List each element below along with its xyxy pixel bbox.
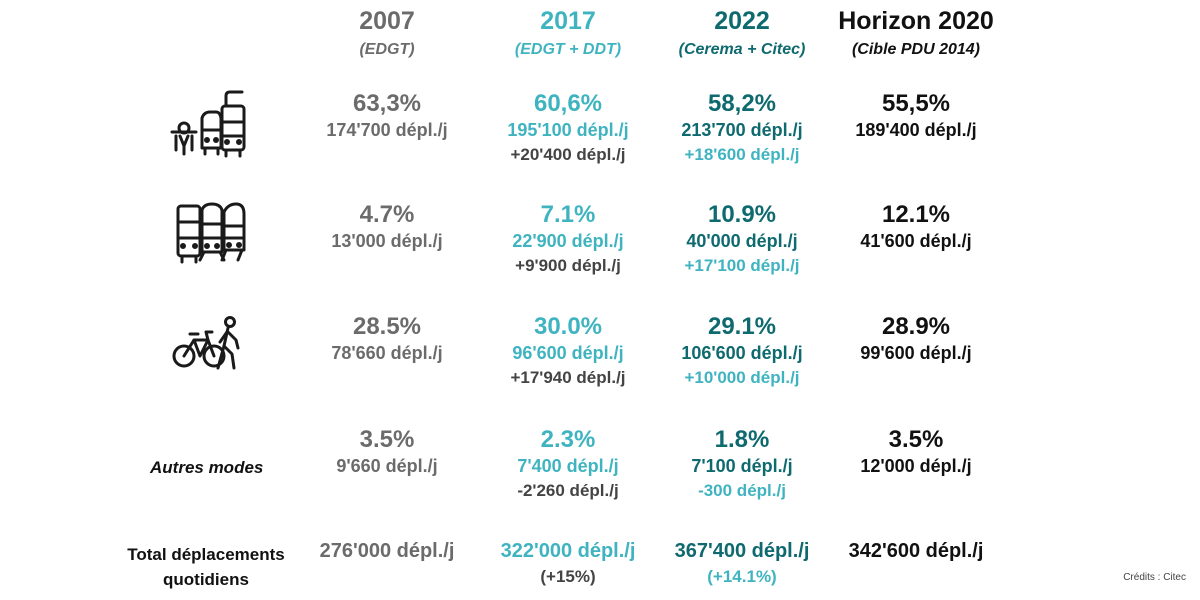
credit-text: Crédits : Citec bbox=[1123, 572, 1186, 583]
total-label-line1: Total déplacements bbox=[127, 545, 285, 564]
cell-row4-horizon-2020: 3.5% 12'000 dépl./j bbox=[836, 426, 996, 478]
trips-delta: +17'100 dépl./j bbox=[684, 256, 800, 275]
header-year-2007: 2007 bbox=[359, 7, 415, 35]
daily-trips: 22'900 dépl./j bbox=[512, 231, 624, 251]
cell-row2-2017: 7.1% 22'900 dépl./j +9'900 dépl./j bbox=[488, 201, 648, 279]
share-percent: 12.1% bbox=[881, 201, 951, 228]
cell-row4-2017: 2.3% 7'400 dépl./j -2'260 dépl./j bbox=[488, 426, 648, 504]
total-label: Total déplacements quotidiens bbox=[100, 542, 312, 592]
public-transport-icon bbox=[172, 200, 248, 266]
trips-delta: +18'600 dépl./j bbox=[684, 145, 800, 164]
header-year-2022: 2022 bbox=[714, 7, 770, 35]
cell-row1-2017: 60,6% 195'100 dépl./j +20'400 dépl./j bbox=[488, 90, 648, 168]
daily-trips: 99'600 dépl./j bbox=[860, 343, 972, 363]
cell-row2-2022: 10.9% 40'000 dépl./j +17'100 dépl./j bbox=[662, 201, 822, 279]
header-source-2017: (EDGT + DDT) bbox=[514, 41, 622, 58]
header-source-2022: (Cerema + Citec) bbox=[678, 41, 806, 58]
share-percent: 58,2% bbox=[707, 90, 777, 117]
daily-trips: 195'100 dépl./j bbox=[507, 120, 629, 140]
daily-trips: 189'400 dépl./j bbox=[855, 120, 977, 140]
cell-row4-2022: 1.8% 7'100 dépl./j -300 dépl./j bbox=[662, 426, 822, 504]
cell-row2-2007: 4.7% 13'000 dépl./j bbox=[312, 201, 462, 253]
cell-row1-2022: 58,2% 213'700 dépl./j +18'600 dépl./j bbox=[662, 90, 822, 168]
total-delta: (+15%) bbox=[540, 567, 596, 586]
daily-trips: 40'000 dépl./j bbox=[686, 231, 798, 251]
share-percent: 30.0% bbox=[533, 313, 603, 340]
trips-delta: +9'900 dépl./j bbox=[515, 256, 621, 275]
total-2017: 322'000 dépl./j (+15%) bbox=[488, 538, 648, 590]
total-trips: 342'600 dépl./j bbox=[848, 540, 984, 562]
header-year-2017: 2017 bbox=[540, 7, 596, 35]
share-percent: 4.7% bbox=[359, 201, 415, 228]
daily-trips: 7'100 dépl./j bbox=[691, 456, 793, 476]
daily-trips: 13'000 dépl./j bbox=[331, 231, 443, 251]
share-percent: 28.9% bbox=[881, 313, 951, 340]
cell-row3-horizon-2020: 28.9% 99'600 dépl./j bbox=[836, 313, 996, 365]
share-percent: 7.1% bbox=[540, 201, 596, 228]
total-2007: 276'000 dépl./j bbox=[312, 538, 462, 564]
trips-delta: -300 dépl./j bbox=[698, 481, 786, 500]
daily-trips: 174'700 dépl./j bbox=[326, 120, 448, 140]
daily-trips: 213'700 dépl./j bbox=[681, 120, 803, 140]
share-percent: 2.3% bbox=[540, 426, 596, 453]
trips-delta: -2'260 dépl./j bbox=[517, 481, 619, 500]
daily-trips: 78'660 dépl./j bbox=[331, 343, 443, 363]
total-label-line2: quotidiens bbox=[163, 570, 249, 589]
total-trips: 322'000 dépl./j bbox=[500, 540, 636, 562]
daily-trips: 12'000 dépl./j bbox=[860, 456, 972, 476]
daily-trips: 41'600 dépl./j bbox=[860, 231, 972, 251]
cell-row4-2007: 3.5% 9'660 dépl./j bbox=[312, 426, 462, 478]
row-label-other-modes: Autres modes bbox=[150, 458, 264, 477]
share-percent: 3.5% bbox=[888, 426, 944, 453]
header-source-2007: (EDGT) bbox=[359, 41, 415, 58]
share-percent: 28.5% bbox=[352, 313, 422, 340]
share-percent: 60,6% bbox=[533, 90, 603, 117]
share-percent: 10.9% bbox=[707, 201, 777, 228]
cell-row2-horizon-2020: 12.1% 41'600 dépl./j bbox=[836, 201, 996, 253]
daily-trips: 9'660 dépl./j bbox=[336, 456, 438, 476]
share-percent: 29.1% bbox=[707, 313, 777, 340]
total-trips: 276'000 dépl./j bbox=[319, 540, 455, 562]
daily-trips: 106'600 dépl./j bbox=[681, 343, 803, 363]
total-horizon-2020: 342'600 dépl./j bbox=[836, 538, 996, 564]
share-percent: 55,5% bbox=[881, 90, 951, 117]
total-trips: 367'400 dépl./j bbox=[674, 540, 810, 562]
daily-trips: 96'600 dépl./j bbox=[512, 343, 624, 363]
cell-row3-2007: 28.5% 78'660 dépl./j bbox=[312, 313, 462, 365]
header-source-horizon-2020: (Cible PDU 2014) bbox=[851, 41, 981, 58]
car-motorbike-bus-icon bbox=[166, 88, 248, 160]
share-percent: 3.5% bbox=[359, 426, 415, 453]
cell-row3-2017: 30.0% 96'600 dépl./j +17'940 dépl./j bbox=[488, 313, 648, 391]
share-percent: 63,3% bbox=[352, 90, 422, 117]
trips-delta: +20'400 dépl./j bbox=[510, 145, 626, 164]
header-year-horizon-2020: Horizon 2020 bbox=[838, 7, 994, 35]
cell-row3-2022: 29.1% 106'600 dépl./j +10'000 dépl./j bbox=[662, 313, 822, 391]
trips-delta: +10'000 dépl./j bbox=[684, 368, 800, 387]
cell-row1-2007: 63,3% 174'700 dépl./j bbox=[312, 90, 462, 142]
cell-row1-horizon-2020: 55,5% 189'400 dépl./j bbox=[836, 90, 996, 142]
trips-delta: +17'940 dépl./j bbox=[510, 368, 626, 387]
share-percent: 1.8% bbox=[714, 426, 770, 453]
total-delta: (+14.1%) bbox=[707, 567, 777, 586]
total-2022: 367'400 dépl./j (+14.1%) bbox=[662, 538, 822, 590]
daily-trips: 7'400 dépl./j bbox=[517, 456, 619, 476]
bike-walk-icon bbox=[170, 314, 246, 374]
